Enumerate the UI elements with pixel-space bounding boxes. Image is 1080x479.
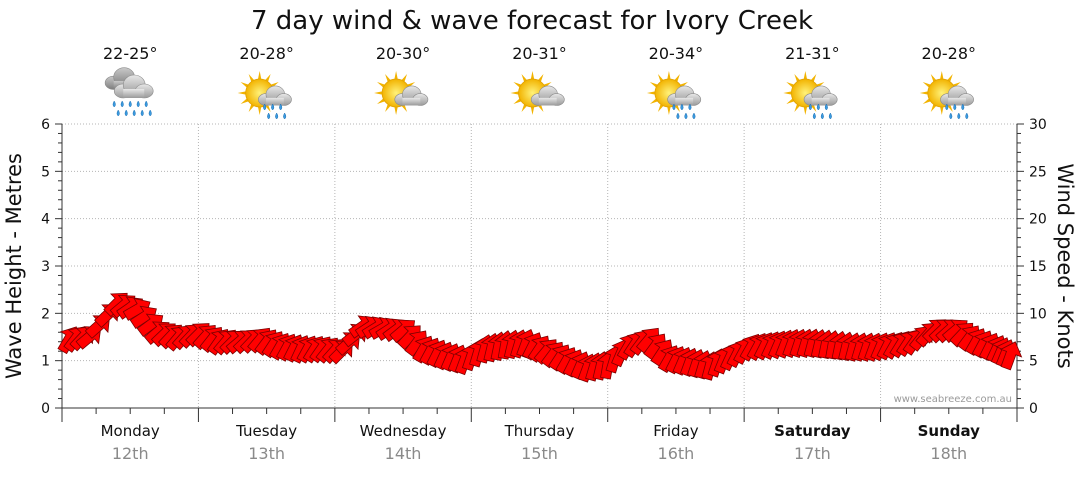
day-date-label: 14th bbox=[385, 444, 422, 463]
day-date-label: 15th bbox=[521, 444, 558, 463]
raindrops bbox=[945, 103, 969, 120]
cloud-shape bbox=[258, 85, 292, 106]
day-date-label: 17th bbox=[794, 444, 831, 463]
day-date-label: 12th bbox=[112, 444, 149, 463]
day-date-label: 13th bbox=[248, 444, 285, 463]
temperature-range-label: 22-25° bbox=[103, 44, 158, 63]
cloud-shape bbox=[667, 85, 702, 106]
sun-cloud-icon bbox=[510, 71, 565, 115]
left-tick-label: 6 bbox=[41, 117, 50, 133]
temperature-range-label: 21-31° bbox=[785, 44, 840, 63]
right-tick-label: 15 bbox=[1029, 259, 1047, 275]
right-axis-title: Wind Speed - Knots bbox=[1053, 163, 1077, 368]
cloud-shape bbox=[530, 85, 565, 106]
day-date-label: 16th bbox=[658, 444, 695, 463]
sun-cloud-rain-icon bbox=[783, 71, 838, 120]
left-tick-label: 1 bbox=[41, 354, 50, 370]
day-name-label: Thursday bbox=[504, 422, 575, 440]
wind-arrow bbox=[999, 341, 1023, 371]
left-tick-label: 5 bbox=[41, 164, 50, 180]
rain-cloud-icon bbox=[104, 67, 154, 117]
watermark: www.seabreeze.com.au bbox=[894, 394, 1012, 405]
chart-title: 7 day wind & wave forecast for Ivory Cre… bbox=[251, 6, 813, 36]
axes: 0 1 2 3 4 5 6 0 5 10 15 20 25 30 bbox=[41, 117, 1047, 422]
right-tick-label: 30 bbox=[1029, 117, 1047, 133]
left-tick-label: 0 bbox=[41, 401, 50, 417]
right-tick-label: 0 bbox=[1029, 401, 1038, 417]
day-name-label: Saturday bbox=[774, 422, 851, 440]
right-tick-label: 5 bbox=[1029, 354, 1038, 370]
cloud-shape bbox=[394, 85, 429, 106]
day-name-label: Tuesday bbox=[235, 422, 297, 440]
sun-cloud-rain-icon bbox=[919, 71, 974, 120]
day-name-label: Sunday bbox=[918, 422, 981, 440]
day-date-label: 18th bbox=[930, 444, 967, 463]
raindrops bbox=[263, 103, 287, 120]
left-axis-title: Wave Height - Metres bbox=[2, 153, 26, 379]
raindrops bbox=[808, 103, 832, 120]
temperature-range-label: 20-31° bbox=[512, 44, 567, 63]
right-tick-label: 10 bbox=[1029, 306, 1047, 322]
temperature-range-label: 20-28° bbox=[922, 44, 977, 63]
right-tick-label: 20 bbox=[1029, 212, 1047, 228]
temperature-range-label: 20-34° bbox=[649, 44, 704, 63]
left-tick-label: 2 bbox=[41, 306, 50, 322]
day-name-label: Monday bbox=[101, 422, 160, 440]
sun-cloud-rain-icon bbox=[646, 71, 702, 120]
wind-arrows bbox=[57, 292, 1023, 383]
right-tick-label: 25 bbox=[1029, 164, 1047, 180]
temperature-row: 22-25° 20-28° 20-30° 20-31° 20-34° 21-31° 20-2… bbox=[103, 44, 976, 63]
sun-cloud-rain-icon bbox=[237, 71, 292, 120]
raindrops bbox=[672, 103, 696, 120]
cloud-shape bbox=[940, 85, 974, 106]
cloud-shape bbox=[803, 85, 838, 106]
cloud-shape bbox=[113, 74, 154, 99]
temperature-range-label: 20-28° bbox=[239, 44, 294, 63]
temperature-range-label: 20-30° bbox=[376, 44, 431, 63]
day-labels: Monday 12th Tuesday 13th Wednesday 14th Thursd… bbox=[101, 422, 981, 463]
day-name-label: Wednesday bbox=[360, 422, 447, 440]
day-name-label: Friday bbox=[653, 422, 699, 440]
raindrops bbox=[112, 100, 152, 117]
sun-cloud-icon bbox=[374, 71, 429, 115]
left-tick-label: 4 bbox=[41, 212, 50, 228]
left-tick-label: 3 bbox=[41, 259, 50, 275]
weather-icons-row bbox=[104, 67, 974, 120]
